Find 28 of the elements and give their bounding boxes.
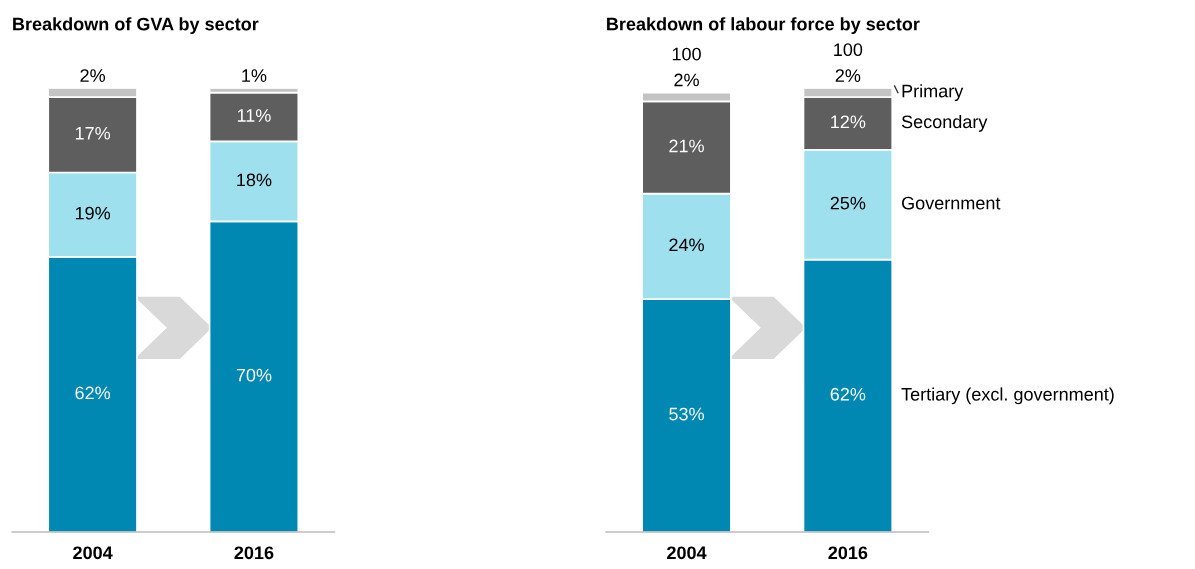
x-tick-label: 2004 [73, 546, 113, 560]
total-label: 100 [672, 47, 701, 61]
data-label: 11% [237, 109, 271, 122]
data-label: 70% [236, 368, 272, 382]
chart-title: Breakdown of GVA by sector [13, 17, 259, 35]
total-label: 100 [834, 43, 863, 57]
x-tick-label: 2016 [828, 546, 868, 560]
series-label: Government [902, 196, 1001, 210]
x-tick-label: 2016 [234, 546, 274, 560]
data-label: 24% [669, 238, 704, 252]
data-label: 62% [75, 386, 111, 400]
data-label: 18% [237, 173, 272, 187]
data-label: 2% [674, 73, 699, 87]
series-label: Tertiary (excl. government) [901, 387, 1114, 405]
data-label: 17% [75, 126, 111, 140]
data-label: 62% [830, 387, 866, 401]
data-label: 25% [830, 196, 866, 210]
data-label: 2% [80, 69, 106, 82]
chart-title: Breakdown of labour force by sector [607, 17, 920, 35]
data-label: 2% [835, 69, 861, 82]
data-label: 19% [75, 206, 111, 220]
series-label: Secondary [901, 114, 988, 132]
series-label: Primary [902, 84, 964, 101]
data-label: 53% [669, 407, 704, 421]
x-tick-label: 2004 [667, 546, 707, 560]
data-label: 21% [669, 139, 704, 153]
data-label: 12% [831, 115, 866, 129]
data-label: 1% [242, 69, 267, 82]
